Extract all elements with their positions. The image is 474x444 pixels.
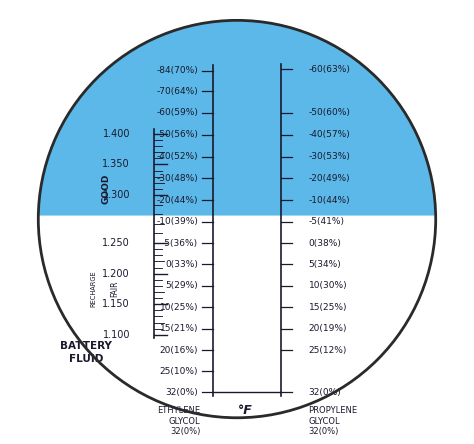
Text: -5(36%): -5(36%)	[162, 238, 198, 248]
Circle shape	[38, 20, 436, 418]
Text: -20(44%): -20(44%)	[156, 196, 198, 205]
Text: 10(30%): 10(30%)	[309, 281, 347, 290]
Text: -10(44%): -10(44%)	[309, 196, 350, 205]
Text: 1.300: 1.300	[102, 190, 130, 200]
Text: -5(41%): -5(41%)	[309, 217, 345, 226]
Text: 1.400: 1.400	[102, 129, 130, 139]
Text: GOOD: GOOD	[101, 173, 110, 204]
Text: -50(60%): -50(60%)	[309, 108, 350, 117]
Text: -40(52%): -40(52%)	[156, 152, 198, 161]
Text: 0(38%): 0(38%)	[309, 238, 341, 248]
Text: 5(29%): 5(29%)	[165, 281, 198, 290]
Text: 1.250: 1.250	[102, 238, 130, 248]
Text: FAIR: FAIR	[110, 281, 119, 297]
Text: 20(16%): 20(16%)	[160, 345, 198, 355]
Text: -20(49%): -20(49%)	[309, 174, 350, 183]
Text: 32(0%): 32(0%)	[165, 388, 198, 397]
Text: -30(53%): -30(53%)	[309, 152, 350, 161]
Text: ETHYLENE
GLYCOL
32(0%): ETHYLENE GLYCOL 32(0%)	[157, 406, 201, 436]
Text: -84(70%): -84(70%)	[156, 66, 198, 75]
Text: -50(56%): -50(56%)	[156, 130, 198, 139]
Text: -10(39%): -10(39%)	[156, 217, 198, 226]
Text: °F: °F	[238, 404, 253, 417]
Text: -60(63%): -60(63%)	[309, 65, 350, 74]
Text: 1.200: 1.200	[102, 269, 130, 279]
Text: -70(64%): -70(64%)	[156, 87, 198, 95]
Text: 20(19%): 20(19%)	[309, 324, 347, 333]
Text: 25(12%): 25(12%)	[309, 345, 347, 355]
Text: -60(59%): -60(59%)	[156, 108, 198, 117]
Polygon shape	[38, 216, 436, 418]
Text: 10(25%): 10(25%)	[160, 303, 198, 312]
Text: 1.350: 1.350	[102, 159, 130, 170]
Text: 25(10%): 25(10%)	[160, 367, 198, 376]
Text: 5(34%): 5(34%)	[309, 260, 341, 269]
Text: 15(21%): 15(21%)	[160, 324, 198, 333]
Text: 32(0%): 32(0%)	[309, 388, 341, 397]
Text: -40(57%): -40(57%)	[309, 130, 350, 139]
Text: 1.100: 1.100	[102, 330, 130, 340]
Text: 1.150: 1.150	[102, 299, 130, 309]
Text: 15(25%): 15(25%)	[309, 303, 347, 312]
Text: BATTERY
FLUID: BATTERY FLUID	[60, 341, 112, 364]
Text: -30(48%): -30(48%)	[156, 174, 198, 183]
Text: PROPYLENE
GLYCOL
32(0%): PROPYLENE GLYCOL 32(0%)	[309, 406, 358, 436]
Text: 0(33%): 0(33%)	[165, 260, 198, 269]
Text: RECHARGE: RECHARGE	[91, 271, 97, 307]
